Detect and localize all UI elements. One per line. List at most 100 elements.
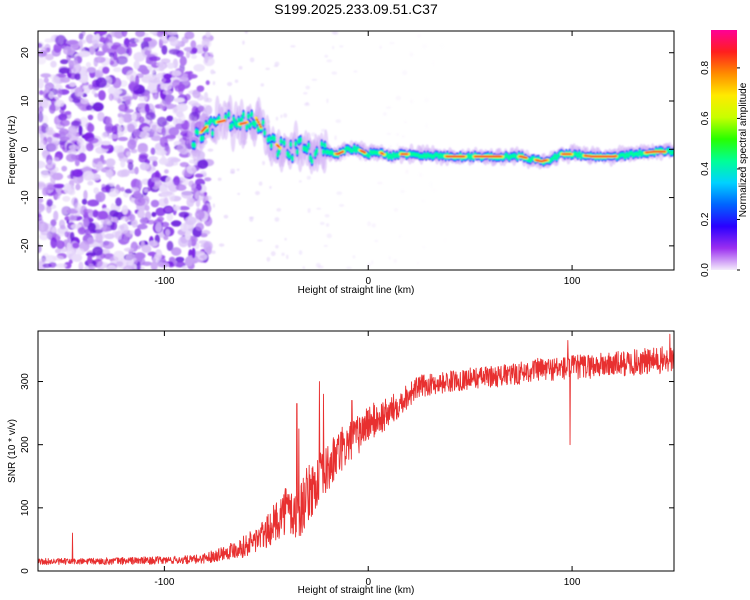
noise-blob	[121, 125, 128, 134]
spectrogram-xtick-label: 0	[365, 276, 371, 287]
noise-blob	[165, 229, 171, 237]
spectrogram-signal	[186, 94, 674, 175]
noise-blob	[157, 262, 170, 268]
noise-blob	[185, 50, 191, 59]
noise-blob	[132, 128, 141, 137]
noise-blob	[100, 140, 111, 146]
noise-blob	[125, 99, 131, 106]
noise-blob-faint	[284, 237, 287, 241]
noise-blob	[181, 190, 193, 199]
noise-blob	[92, 39, 99, 49]
signal-core-red	[255, 118, 259, 121]
noise-blob	[134, 228, 142, 237]
noise-blob	[77, 91, 84, 97]
signal-band	[248, 123, 252, 128]
noise-blob-faint	[444, 206, 448, 210]
noise-blob	[138, 95, 148, 102]
noise-blob	[135, 245, 141, 250]
noise-blob	[58, 128, 69, 135]
noise-blob	[168, 36, 178, 44]
noise-blob	[59, 136, 70, 141]
signal-band	[315, 148, 319, 154]
noise-blob-faint	[332, 45, 335, 50]
noise-blob	[163, 73, 173, 80]
noise-blob	[197, 252, 208, 261]
noise-blob	[71, 120, 82, 127]
noise-blob	[87, 199, 100, 207]
signal-core-red	[204, 126, 208, 129]
noise-blob-faint	[421, 199, 425, 203]
noise-blob	[126, 70, 137, 81]
noise-blob	[190, 40, 197, 49]
noise-blob	[95, 50, 105, 57]
noise-blob	[115, 260, 124, 267]
noise-blob	[44, 86, 50, 94]
signal-band	[305, 147, 309, 153]
noise-blob	[138, 130, 150, 139]
noise-blob	[163, 103, 176, 110]
noise-blob-faint	[352, 255, 356, 259]
colorbar-tick-label: 0.8	[700, 61, 711, 75]
noise-blob	[52, 132, 61, 138]
signal-band	[236, 118, 241, 123]
noise-blob-faint	[416, 261, 419, 265]
noise-blob	[121, 113, 134, 123]
noise-blob	[171, 247, 182, 256]
noise-blob-faint	[260, 83, 265, 87]
noise-blob	[166, 115, 174, 122]
noise-blob	[156, 62, 165, 67]
noise-blob-faint	[298, 180, 302, 183]
snr-xlabel: Height of straight line (km)	[298, 585, 415, 596]
noise-blob-faint	[208, 52, 214, 55]
noise-blob	[166, 240, 174, 252]
signal-band	[263, 130, 267, 135]
noise-blob	[54, 193, 61, 200]
signal-band	[396, 154, 400, 158]
noise-blob	[186, 165, 197, 174]
noise-blob	[117, 136, 129, 142]
noise-blob-faint	[331, 31, 338, 35]
signal-band	[209, 118, 213, 123]
noise-blob	[133, 60, 140, 70]
signal-band	[290, 156, 294, 161]
noise-blob-faint	[393, 207, 399, 212]
noise-blob	[112, 67, 122, 73]
noise-blob	[182, 79, 190, 86]
noise-blob-faint	[324, 214, 330, 218]
noise-blob	[74, 73, 81, 81]
noise-blob	[88, 263, 94, 270]
noise-blob	[91, 89, 96, 95]
noise-blob	[201, 37, 210, 48]
noise-blob	[67, 149, 78, 155]
noise-blob	[75, 183, 81, 191]
noise-blob	[56, 240, 65, 250]
signal-band	[210, 131, 215, 136]
noise-blob	[77, 226, 86, 235]
noise-blob	[204, 177, 212, 182]
noise-blob-faint	[405, 169, 409, 174]
noise-blob-faint	[402, 70, 408, 76]
chart-title: S199.2025.233.09.51.C37	[274, 1, 438, 17]
signal-band	[390, 155, 394, 160]
noise-blob-faint	[371, 260, 374, 265]
signal-band	[230, 123, 234, 128]
noise-blob-faint	[298, 250, 303, 255]
noise-blob	[159, 136, 168, 148]
noise-blob-faint	[265, 67, 270, 71]
signal-band	[321, 149, 325, 154]
noise-blob	[188, 159, 197, 164]
noise-blob-faint	[315, 262, 321, 268]
snr-frame	[37, 330, 675, 572]
signal-core-red	[277, 145, 281, 148]
spectrogram-ytick-label: -10	[20, 190, 31, 205]
noise-blob	[85, 142, 94, 152]
noise-blob	[68, 213, 77, 223]
noise-blob	[120, 169, 130, 177]
signal-band	[638, 149, 642, 154]
noise-blob	[50, 237, 58, 249]
noise-blob	[41, 122, 49, 134]
noise-blob	[121, 205, 129, 215]
noise-blob	[105, 116, 112, 127]
